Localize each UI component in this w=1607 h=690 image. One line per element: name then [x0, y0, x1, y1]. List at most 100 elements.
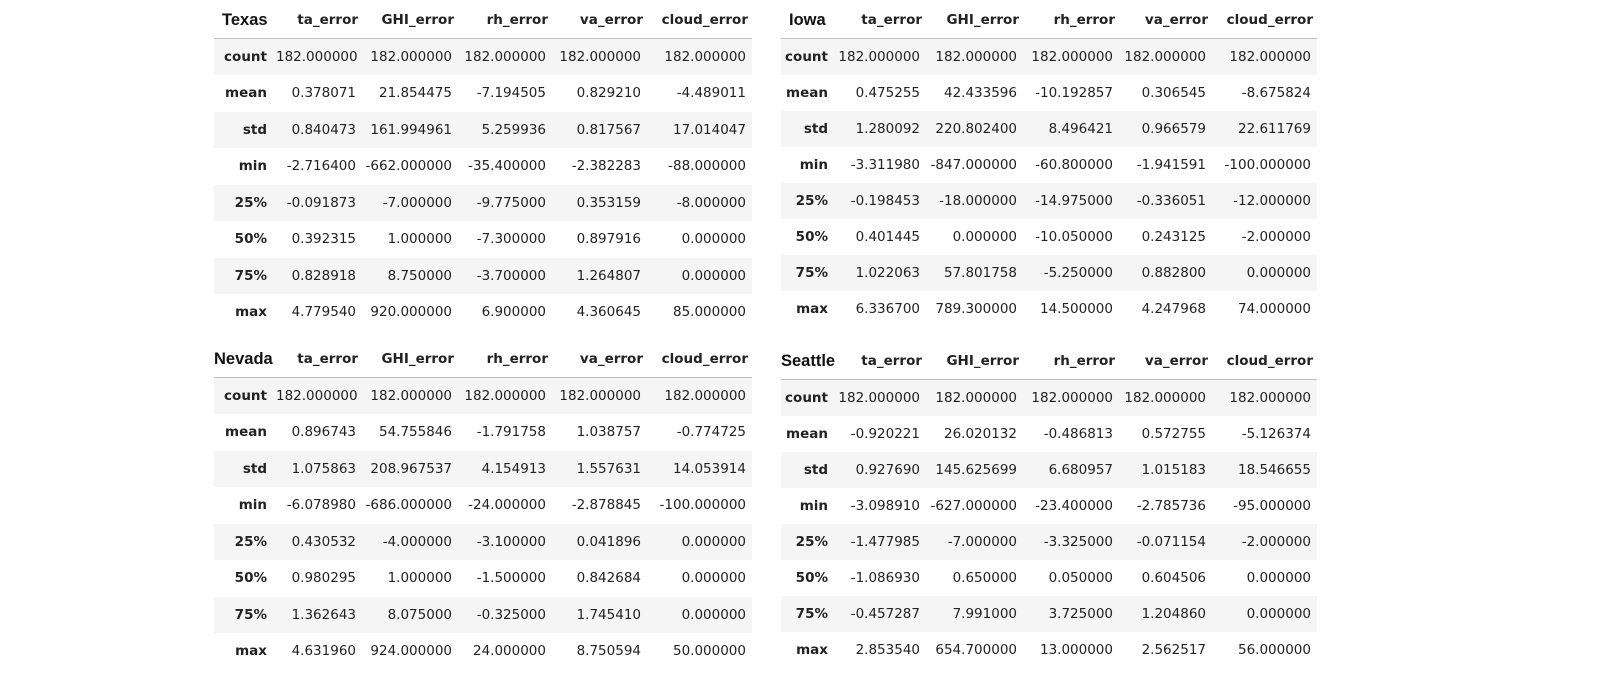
table-cell: 0.430532 — [291, 533, 356, 550]
table-row: std 1.280092 220.802400 8.496421 0.96657… — [781, 110, 1317, 147]
table-cell: -1.086930 — [850, 569, 920, 586]
table-row: max 2.853540 654.700000 13.000000 2.5625… — [781, 631, 1317, 668]
row-label: 75% — [795, 605, 828, 622]
column-header: ta_error — [276, 2, 362, 39]
row-label: max — [796, 300, 828, 317]
table-cell: 3.725000 — [1048, 605, 1113, 622]
row-label: mean — [786, 425, 828, 442]
table-cell: -6.078980 — [286, 497, 356, 514]
row-label: mean — [786, 84, 828, 101]
table-row: std 0.840473 161.994961 5.259936 0.81756… — [214, 111, 752, 148]
table-cell: 0.817567 — [576, 121, 641, 138]
row-label: max — [235, 643, 267, 660]
table-cell: 182.000000 — [1031, 389, 1113, 406]
table-cell: -3.700000 — [476, 267, 546, 284]
table-cell: -0.774725 — [676, 424, 746, 441]
table-row: mean 0.378071 21.854475 -7.194505 0.8292… — [214, 75, 752, 112]
table-cell: 0.378071 — [291, 85, 356, 102]
table-cell: -88.000000 — [668, 158, 746, 175]
row-label: 25% — [234, 194, 267, 211]
table-row: std 1.075863 208.967537 4.154913 1.55763… — [214, 450, 752, 487]
table-cell: 0.392315 — [291, 231, 356, 248]
table-cell: 1.015183 — [1141, 461, 1206, 478]
table-row: max 4.631960 924.000000 24.000000 8.7505… — [214, 633, 752, 670]
table-cell: 1.038757 — [576, 424, 641, 441]
table-cell: 0.000000 — [681, 267, 746, 284]
table-header-row: Iowa ta_error GHI_error rh_error va_erro… — [781, 2, 1317, 39]
table-cell: 85.000000 — [672, 304, 746, 321]
table-cell: 654.700000 — [935, 641, 1017, 658]
table-cell: 0.000000 — [1246, 605, 1311, 622]
nevada-describe-table: Nevada ta_error GHI_error rh_error va_er… — [214, 341, 752, 670]
table-cell: 0.604506 — [1141, 569, 1206, 586]
table-cell: 6.336700 — [855, 300, 920, 317]
table-row: count 182.000000 182.000000 182.000000 1… — [214, 377, 752, 414]
table-cell: 0.243125 — [1141, 228, 1206, 245]
table-cell: 0.572755 — [1141, 425, 1206, 442]
table-cell: 8.496421 — [1048, 120, 1113, 137]
row-label: max — [796, 641, 828, 658]
table-cell: 1.204860 — [1141, 605, 1206, 622]
table-cell: 14.500000 — [1039, 300, 1113, 317]
iowa-describe-table: Iowa ta_error GHI_error rh_error va_erro… — [781, 2, 1317, 327]
table-cell: 0.650000 — [952, 569, 1017, 586]
table-cell: 920.000000 — [370, 304, 452, 321]
table-row: max 6.336700 789.300000 14.500000 4.2479… — [781, 290, 1317, 327]
table-cell: 182.000000 — [1229, 48, 1311, 65]
table-cell: 0.828918 — [291, 267, 356, 284]
table-cell: 0.000000 — [1246, 264, 1311, 281]
table-row: count 182.000000 182.000000 182.000000 1… — [214, 38, 752, 75]
table-cell: -10.050000 — [1035, 228, 1113, 245]
table-cell: -7.000000 — [947, 533, 1017, 550]
table-cell: -847.000000 — [930, 156, 1017, 173]
table-cell: -0.071154 — [1136, 533, 1206, 550]
table-cell: 0.000000 — [681, 570, 746, 587]
table-row: min -6.078980 -686.000000 -24.000000 -2.… — [214, 487, 752, 524]
table-cell: 56.000000 — [1237, 641, 1311, 658]
table-cell: 182.000000 — [370, 49, 452, 65]
table-cell: 0.842684 — [576, 570, 641, 587]
table-cell: -2.878845 — [571, 497, 641, 514]
table-cell: 0.306545 — [1141, 84, 1206, 101]
column-header: GHI_error — [362, 341, 458, 378]
table-cell: 0.980295 — [291, 570, 356, 587]
table-cell: -627.000000 — [930, 497, 1017, 514]
table-cell: 161.994961 — [370, 121, 452, 138]
table-row: 75% 0.828918 8.750000 -3.700000 1.264807… — [214, 257, 752, 294]
table-cell: 182.000000 — [464, 49, 546, 65]
table-cell: -2.000000 — [1241, 228, 1311, 245]
table-cell: 8.750000 — [387, 267, 452, 284]
table-cell: 182.000000 — [559, 49, 641, 65]
table-cell: -2.716400 — [286, 158, 356, 175]
table-cell: 0.401445 — [855, 228, 920, 245]
table-header-row: Texas ta_error GHI_error rh_error va_err… — [214, 2, 752, 39]
table-cell: 42.433596 — [943, 84, 1017, 101]
table-cell: -100.000000 — [659, 497, 746, 514]
table-cell: -4.489011 — [676, 85, 746, 102]
table-header-row: Seattle ta_error GHI_error rh_error va_e… — [781, 343, 1317, 380]
table-cell: 0.966579 — [1141, 120, 1206, 137]
column-header: rh_error — [458, 341, 552, 378]
row-label: 75% — [795, 264, 828, 281]
row-label: min — [238, 158, 267, 175]
row-label: count — [785, 48, 828, 65]
table-cell: 8.750594 — [576, 643, 641, 660]
table-cell: 22.611769 — [1237, 120, 1311, 137]
row-label: std — [803, 461, 828, 478]
table-cell: -9.775000 — [476, 194, 546, 211]
table-cell: 4.631960 — [291, 643, 356, 660]
table-cell: 1.075863 — [291, 460, 356, 477]
table-cell: -686.000000 — [365, 497, 452, 514]
column-header: rh_error — [1023, 343, 1119, 380]
table-cell: -0.920221 — [850, 425, 920, 442]
row-label: 25% — [795, 192, 828, 209]
table-row: 75% 1.362643 8.075000 -0.325000 1.745410… — [214, 596, 752, 633]
table-cell: 182.000000 — [664, 388, 746, 404]
table-cell: 0.897916 — [576, 231, 641, 248]
table-cell: 17.014047 — [672, 121, 746, 138]
table-cell: 26.020132 — [943, 425, 1017, 442]
table-row: mean -0.920221 26.020132 -0.486813 0.572… — [781, 415, 1317, 452]
table-cell: -12.000000 — [1233, 192, 1311, 209]
table-cell: 0.353159 — [576, 194, 641, 211]
table-cell: 6.900000 — [481, 304, 546, 321]
